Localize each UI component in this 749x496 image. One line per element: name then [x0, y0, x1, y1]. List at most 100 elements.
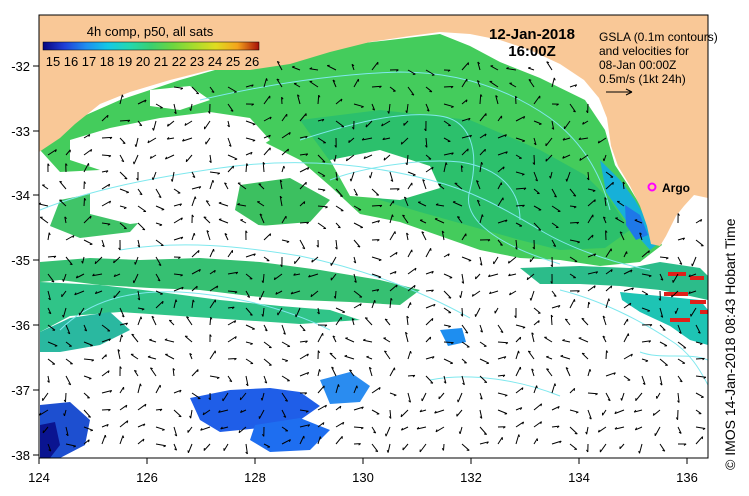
- velocity-arrow: [605, 372, 616, 377]
- velocity-arrow: [569, 221, 579, 224]
- velocity-arrow: [173, 236, 183, 241]
- velocity-arrowhead: [395, 252, 398, 255]
- velocity-arrowhead: [649, 324, 653, 327]
- velocity-arrow: [119, 386, 125, 394]
- velocity-arrowhead: [500, 331, 504, 333]
- velocity-arrowhead: [565, 318, 568, 321]
- velocity-arrow: [299, 324, 306, 332]
- velocity-arrowhead: [396, 188, 400, 191]
- velocity-arrowhead: [48, 449, 52, 452]
- velocity-arrow: [279, 179, 283, 190]
- velocity-arrowhead: [307, 424, 311, 427]
- velocity-arrow: [335, 316, 342, 326]
- velocity-arrowhead: [674, 311, 677, 314]
- velocity-arrow: [101, 114, 109, 122]
- velocity-arrow: [245, 163, 248, 173]
- velocity-arrow: [101, 370, 110, 377]
- velocity-arrowhead: [358, 443, 361, 446]
- velocity-arrowhead: [585, 110, 589, 114]
- velocity-arrowhead: [353, 261, 357, 264]
- velocity-arrow: [205, 200, 211, 207]
- velocity-arrowhead: [306, 353, 309, 357]
- velocity-arrow: [545, 154, 553, 162]
- velocity-arrow: [695, 357, 705, 360]
- velocity-arrow: [155, 103, 163, 109]
- velocity-arrowhead: [585, 431, 588, 435]
- velocity-arrowhead: [433, 304, 436, 307]
- velocity-arrow: [441, 230, 445, 241]
- velocity-arrow: [299, 371, 309, 377]
- velocity-arrow: [173, 409, 182, 417]
- velocity-arrowhead: [518, 434, 520, 437]
- velocity-arrow: [281, 426, 289, 432]
- velocity-arrowhead: [378, 387, 381, 390]
- velocity-arrow: [191, 232, 195, 241]
- velocity-arrow: [569, 256, 578, 262]
- velocity-arrow: [515, 171, 525, 175]
- velocity-arrow: [562, 154, 571, 159]
- velocity-arrow: [605, 285, 613, 292]
- velocity-arrowhead: [180, 87, 184, 90]
- velocity-arrowhead: [607, 399, 611, 402]
- velocity-arrow: [218, 202, 229, 207]
- velocity-arrowhead: [113, 274, 116, 277]
- velocity-arrowhead: [629, 303, 632, 306]
- velocity-arrow: [167, 120, 175, 127]
- velocity-arrow: [263, 95, 271, 105]
- velocity-arrow: [362, 137, 373, 141]
- velocity-arrowhead: [546, 61, 550, 64]
- velocity-arrow: [191, 369, 199, 377]
- velocity-arrow: [317, 222, 327, 229]
- velocity-arrowhead: [121, 334, 124, 338]
- velocity-arrowhead: [285, 360, 288, 362]
- velocity-arrowhead: [149, 338, 152, 341]
- velocity-arrowhead: [250, 343, 253, 345]
- velocity-arrow: [497, 356, 507, 360]
- velocity-arrow: [515, 434, 520, 445]
- velocity-arrowhead: [317, 311, 320, 315]
- velocity-arrowhead: [260, 397, 263, 401]
- velocity-arrow: [641, 250, 650, 258]
- velocity-arrowhead: [390, 297, 393, 301]
- velocity-arrow: [83, 215, 92, 224]
- velocity-arrowhead: [388, 416, 392, 419]
- velocity-arrowhead: [559, 440, 562, 444]
- velocity-arrow: [526, 273, 535, 281]
- velocity-arrowhead: [126, 191, 129, 194]
- velocity-arrowhead: [431, 271, 434, 274]
- velocity-arrow: [209, 171, 220, 174]
- velocity-arrowhead: [551, 127, 555, 130]
- velocity-arrow: [65, 392, 67, 403]
- velocity-arrow: [654, 426, 661, 437]
- velocity-arrow: [369, 171, 373, 179]
- velocity-arrowhead: [113, 260, 115, 264]
- velocity-arrow: [173, 217, 183, 224]
- velocity-arrow: [587, 234, 594, 241]
- velocity-arrowhead: [660, 315, 664, 318]
- velocity-arrow: [401, 426, 409, 431]
- velocity-arrow: [406, 154, 409, 165]
- velocity-arrow: [83, 409, 91, 418]
- velocity-arrow: [173, 103, 177, 114]
- velocity-arrow: [690, 307, 697, 317]
- velocity-arrowhead: [175, 299, 178, 303]
- velocity-arrowhead: [319, 369, 321, 372]
- velocity-arrowhead: [630, 269, 633, 273]
- velocity-arrow: [65, 324, 71, 334]
- velocity-arrows: [39, 60, 707, 455]
- velocity-arrow: [479, 324, 483, 333]
- velocity-arrow: [155, 222, 163, 226]
- velocity-arrow: [472, 290, 481, 297]
- velocity-arrow: [209, 350, 216, 360]
- velocity-arrowhead: [400, 414, 403, 417]
- velocity-arrow: [677, 358, 686, 364]
- velocity-arrowhead: [605, 230, 608, 233]
- velocity-arrow: [119, 119, 130, 122]
- colorbar-tick: 24: [208, 54, 222, 69]
- velocity-arrow: [569, 387, 575, 394]
- velocity-arrow: [515, 137, 525, 142]
- velocity-arrow: [47, 307, 52, 314]
- velocity-arrow: [220, 426, 229, 430]
- velocity-arrow: [443, 358, 454, 364]
- velocity-arrowhead: [174, 434, 178, 437]
